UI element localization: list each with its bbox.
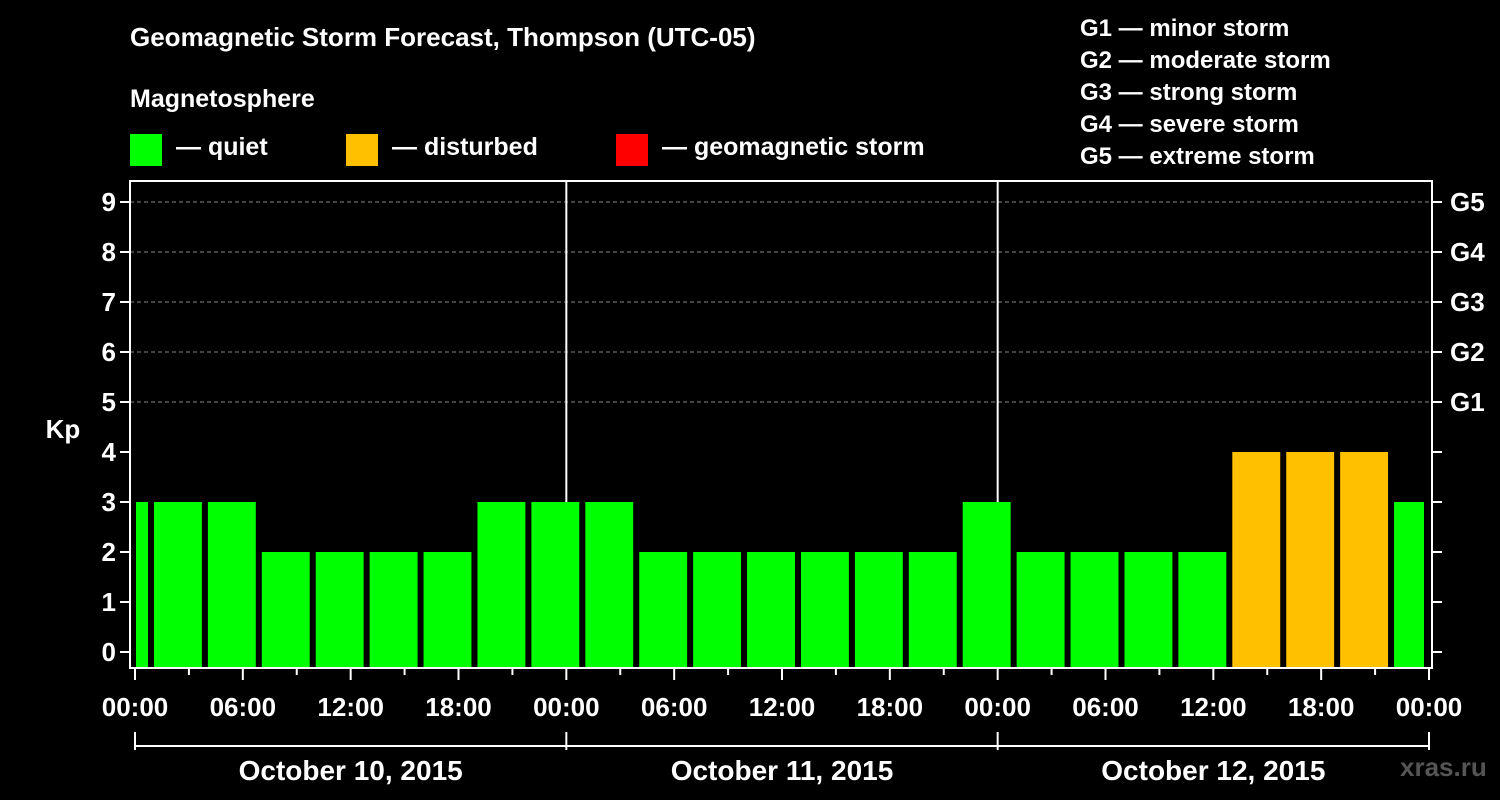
watermark: xras.ru	[1400, 752, 1487, 782]
kp-bar-11	[693, 552, 742, 668]
x-tick-label-7: 18:00	[857, 692, 924, 722]
g-label-g1: G1	[1450, 387, 1485, 417]
y-tick-label-0: 0	[102, 637, 116, 667]
x-tick-label-9: 06:00	[1072, 692, 1139, 722]
kp-bar-14	[854, 552, 903, 668]
kp-bar-13	[800, 552, 849, 668]
kp-bar-7	[477, 502, 526, 668]
day-label-0: October 10, 2015	[239, 755, 463, 786]
storm-scale-g2: G2 — moderate storm	[1080, 47, 1331, 74]
chart-title: Geomagnetic Storm Forecast, Thompson (UT…	[130, 22, 756, 52]
legend-swatch-quiet	[130, 134, 162, 166]
storm-scale-g3: G3 — strong storm	[1080, 79, 1298, 106]
x-tick-label-11: 18:00	[1288, 692, 1355, 722]
legend-label-quiet: — quiet	[176, 133, 268, 161]
g-label-g4: G4	[1450, 237, 1485, 267]
x-tick-label-10: 12:00	[1180, 692, 1247, 722]
g-label-g2: G2	[1450, 337, 1485, 367]
storm-scale-g1: G1 — minor storm	[1080, 15, 1290, 42]
x-tick-label-1: 06:00	[210, 692, 277, 722]
kp-bar-24	[1394, 502, 1424, 668]
kp-bar-4	[315, 552, 364, 668]
y-tick-label-7: 7	[102, 287, 116, 317]
x-tick-label-0: 00:00	[102, 692, 169, 722]
x-tick-label-3: 18:00	[425, 692, 492, 722]
x-tick-label-8: 00:00	[964, 692, 1031, 722]
storm-scale-g5: G5 — extreme storm	[1080, 143, 1315, 170]
y-tick-label-8: 8	[102, 237, 116, 267]
kp-bar-16	[962, 502, 1011, 668]
y-tick-label-3: 3	[102, 487, 116, 517]
kp-bar-15	[908, 552, 957, 668]
kp-bar-22	[1286, 452, 1335, 668]
g-label-g3: G3	[1450, 287, 1485, 317]
kp-bar-18	[1070, 552, 1119, 668]
g-label-g5: G5	[1450, 187, 1485, 217]
day-label-2: October 12, 2015	[1101, 755, 1325, 786]
y-tick-label-4: 4	[102, 437, 117, 467]
kp-bar-23	[1340, 452, 1389, 668]
kp-bar-3	[261, 552, 310, 668]
y-tick-label-6: 6	[102, 337, 116, 367]
kp-bar-12	[747, 552, 795, 668]
y-tick-label-5: 5	[102, 387, 116, 417]
kp-bar-20	[1178, 552, 1227, 668]
kp-bar-8	[531, 502, 580, 668]
y-tick-label-9: 9	[102, 187, 116, 217]
x-tick-label-2: 12:00	[317, 692, 384, 722]
x-tick-label-12: 00:00	[1396, 692, 1463, 722]
x-tick-label-5: 06:00	[641, 692, 708, 722]
x-tick-label-4: 00:00	[533, 692, 600, 722]
kp-bar-21	[1232, 452, 1281, 668]
kp-bar-0	[136, 502, 148, 668]
x-tick-label-6: 12:00	[749, 692, 816, 722]
y-axis-label: Kp	[46, 414, 81, 444]
day-label-1: October 11, 2015	[671, 755, 894, 786]
kp-bar-19	[1124, 552, 1173, 668]
kp-bar-10	[639, 552, 688, 668]
kp-bar-2	[207, 502, 256, 668]
legend-label-storm: — geomagnetic storm	[662, 133, 925, 161]
legend-swatch-disturbed	[346, 134, 378, 166]
magnetosphere-label: Magnetosphere	[130, 85, 315, 113]
y-tick-label-2: 2	[102, 537, 116, 567]
legend-label-disturbed: — disturbed	[392, 133, 538, 161]
kp-bar-9	[585, 502, 634, 668]
y-tick-label-1: 1	[102, 587, 116, 617]
legend-swatch-storm	[616, 134, 648, 166]
kp-bar-1	[153, 502, 202, 668]
storm-scale-g4: G4 — severe storm	[1080, 111, 1299, 138]
kp-bar-5	[369, 552, 418, 668]
kp-bar-6	[423, 552, 472, 668]
kp-bar-17	[1016, 552, 1065, 668]
